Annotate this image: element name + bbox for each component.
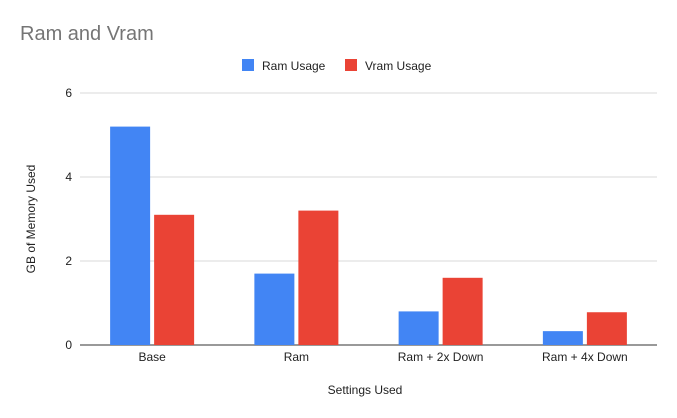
legend-vram-label: Vram Usage <box>365 59 432 73</box>
ram-bar-ram <box>254 273 295 345</box>
y-tick-label: 0 <box>65 338 72 352</box>
y-tick-label: 2 <box>65 254 72 268</box>
vram-bar-ram-4x-down <box>586 312 627 345</box>
legend: Ram Usage Vram Usage <box>242 59 432 73</box>
vram-bar-base <box>154 214 195 345</box>
x-tick-label: Base <box>138 350 166 364</box>
x-tick-label: Ram + 2x Down <box>398 350 484 364</box>
y-axis-label: GB of Memory Used <box>24 165 38 274</box>
vram-bar-ram <box>298 210 339 345</box>
ticks-layer: 0 2 4 6 Base Ram Ram + 2x Down Ram + 4x Down <box>65 86 627 364</box>
x-tick-label: Ram + 4x Down <box>542 350 628 364</box>
ram-bar-ram-4x-down <box>542 331 583 345</box>
ram-bar-ram-2x-down <box>398 311 439 345</box>
y-tick-label: 4 <box>65 170 72 184</box>
legend-vram-swatch <box>345 59 357 71</box>
bars-layer <box>110 126 627 345</box>
y-tick-label: 6 <box>65 86 72 100</box>
vram-bar-ram-2x-down <box>442 277 483 345</box>
x-axis-label: Settings Used <box>328 383 403 397</box>
legend-ram-label: Ram Usage <box>262 59 326 73</box>
ram-bar-base <box>110 126 151 345</box>
legend-ram-swatch <box>242 59 254 71</box>
x-tick-label: Ram <box>284 350 309 364</box>
chart-title: Ram and Vram <box>20 23 154 45</box>
